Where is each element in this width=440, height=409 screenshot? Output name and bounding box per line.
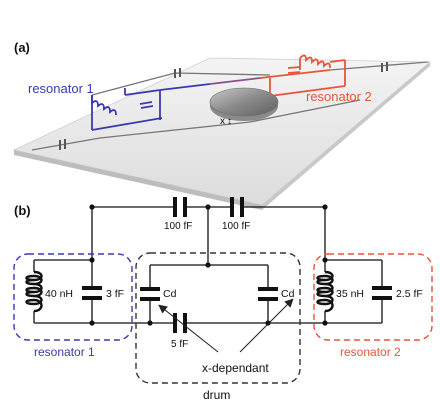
top-capacitor-left [174,68,181,78]
label-100ff-left: 100 fF [164,221,192,232]
resonator2-label-a: resonator 2 [306,89,372,104]
bottom-line [31,99,361,151]
inductor-35nh [316,270,334,313]
label-cd-right: Cd [281,288,295,300]
top-capacitor-right [381,62,388,72]
label-2p5ff: 2.5 fF [396,288,423,300]
chip-slab-edge [14,150,262,210]
top-line-right [329,61,429,71]
transition-line [209,77,261,85]
arrow-to-cd-right [239,298,294,353]
displacement-arrow: ↕ [227,116,232,127]
capacitor-2p5ff [372,286,392,300]
label-x-dependant: x-dependant [202,361,269,375]
arrow-to-cd-left [158,304,219,353]
junction-dots [89,204,328,326]
drum-membrane [209,87,279,121]
label-35nh: 35 nH [336,288,364,300]
inductor-40nh [25,270,43,313]
resonator2-circuit [259,54,346,97]
resonator2-box [313,253,433,341]
displacement-label: x [220,116,225,127]
label-resonator2-box: resonator 2 [340,345,401,359]
label-5ff: 5 fF [171,339,188,350]
capacitor-3ff [82,286,102,300]
label-cd-left: Cd [163,288,177,300]
label-drum: drum [203,388,230,402]
resonator1-label-a: resonator 1 [28,81,94,96]
panel-b: (b) [13,197,433,402]
capacitor-100ff-right [230,197,244,217]
capacitor-5ff [173,313,187,333]
chip-slab-side [262,62,430,210]
resonator1-box [13,253,133,341]
label-3ff: 3 fF [106,288,124,300]
drum-box [135,252,301,384]
panel-a: (a) [12,40,432,210]
label-resonator1-box: resonator 1 [34,345,95,359]
label-100ff-right: 100 fF [222,221,250,232]
capacitor-100ff-left [173,197,187,217]
label-40nh: 40 nH [45,288,73,300]
capacitor-cd-right [258,287,278,301]
resonator1-circuit [91,83,211,131]
panel-a-label: (a) [14,40,30,55]
panel-b-label: (b) [14,203,31,218]
capacitor-cd-left [140,287,160,301]
bottom-capacitor [59,139,66,150]
